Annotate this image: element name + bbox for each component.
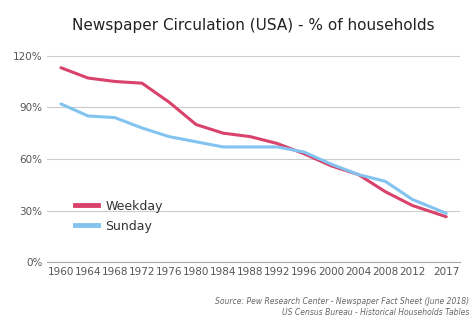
Sunday: [356, 172, 361, 176]
Sunday: [166, 135, 172, 139]
Sunday: [193, 140, 199, 144]
Line: Weekday: Weekday: [61, 68, 446, 217]
Sunday: [328, 162, 334, 166]
Weekday: [58, 66, 64, 70]
Weekday: [139, 81, 145, 85]
Weekday: [247, 135, 253, 139]
Sunday: [85, 114, 91, 118]
Sunday: [139, 126, 145, 130]
Sunday: [274, 145, 280, 149]
Weekday: [166, 100, 172, 104]
Text: Source: Pew Research Center - Newspaper Fact Sheet (June 2018)
US Census Bureau : Source: Pew Research Center - Newspaper …: [215, 297, 469, 317]
Weekday: [443, 215, 449, 219]
Weekday: [410, 204, 415, 207]
Weekday: [383, 190, 388, 194]
Weekday: [274, 141, 280, 145]
Weekday: [301, 152, 307, 156]
Weekday: [112, 80, 118, 84]
Sunday: [112, 116, 118, 120]
Sunday: [247, 145, 253, 149]
Sunday: [58, 102, 64, 106]
Weekday: [220, 131, 226, 135]
Sunday: [301, 150, 307, 154]
Weekday: [193, 123, 199, 126]
Sunday: [220, 145, 226, 149]
Title: Newspaper Circulation (USA) - % of households: Newspaper Circulation (USA) - % of house…: [72, 18, 435, 33]
Sunday: [443, 212, 449, 215]
Legend: Weekday, Sunday: Weekday, Sunday: [70, 195, 168, 238]
Sunday: [410, 197, 415, 201]
Weekday: [85, 76, 91, 80]
Sunday: [383, 180, 388, 183]
Line: Sunday: Sunday: [61, 104, 446, 213]
Weekday: [328, 164, 334, 168]
Weekday: [356, 172, 361, 176]
